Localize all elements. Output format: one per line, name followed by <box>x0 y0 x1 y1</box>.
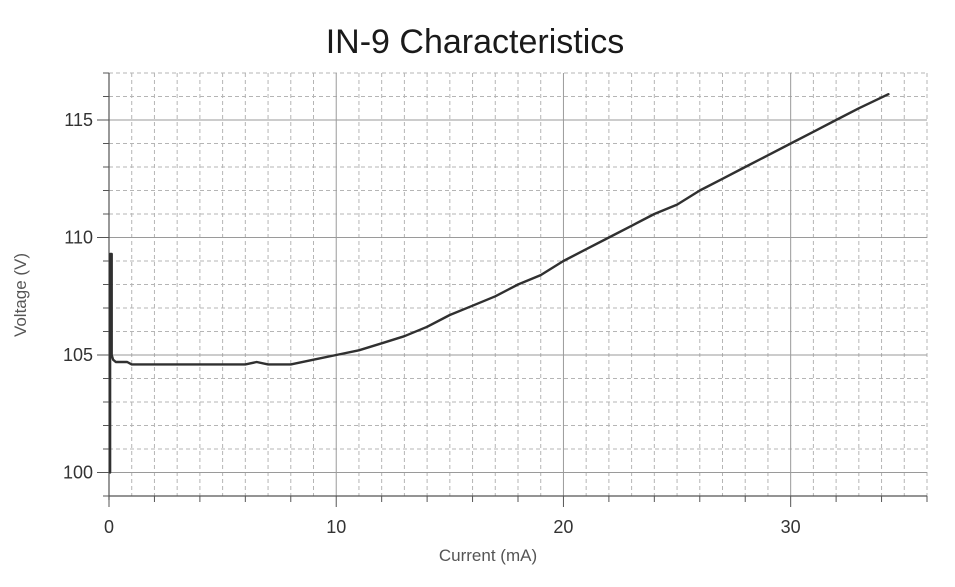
ticks <box>97 72 928 507</box>
x-tick-label: 0 <box>104 517 114 537</box>
series-layer <box>108 92 890 474</box>
y-axis-label: Voltage (V) <box>11 253 30 337</box>
tick-labels: 0 10 20 30 100 105 110 115 <box>63 110 801 537</box>
x-axis-label: Current (mA) <box>439 546 537 565</box>
y-tick-label: 115 <box>64 110 93 130</box>
major-grid <box>109 73 927 496</box>
x-tick-label: 30 <box>781 517 801 537</box>
y-tick-label: 105 <box>63 345 93 365</box>
series-line <box>108 92 890 474</box>
chart-title: IN-9 Characteristics <box>326 23 625 61</box>
y-tick-label: 110 <box>64 228 93 248</box>
x-tick-label: 10 <box>326 517 346 537</box>
y-tick-label: 100 <box>63 463 93 483</box>
x-tick-label: 20 <box>553 517 573 537</box>
